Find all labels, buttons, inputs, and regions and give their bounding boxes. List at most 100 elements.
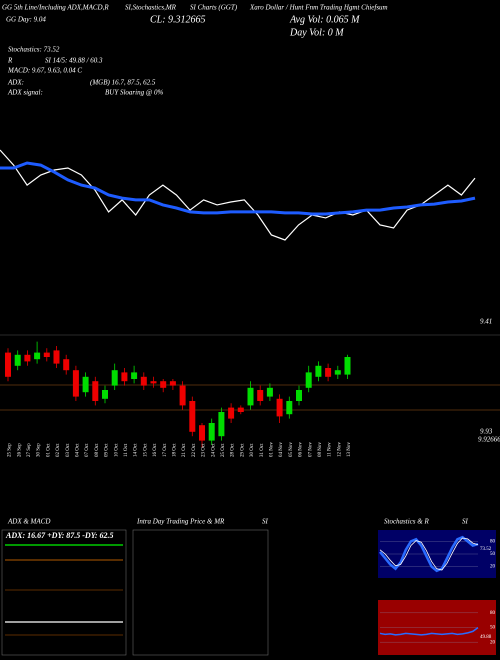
x-tick-label: 26 Sep [17,443,22,457]
x-tick-label: 29 Oct [240,443,245,457]
candle-body [237,407,244,412]
x-tick-label: 11 Oct [124,443,129,457]
header-text: R [7,57,13,65]
header-text: SI,Stochastics,MR [125,4,177,12]
panel-text: 49.88 [480,635,492,640]
candle-body [247,387,254,406]
x-tick-label: 08 Oct [95,443,100,457]
header-text: Xaro Dollar / Hunt Fnm Trading Hgmt Chie… [249,4,388,12]
x-tick-label: 12 Nov [337,442,342,457]
header-text: Stochastics: 73.52 [8,46,60,54]
x-tick-label: 27 Sep [27,443,32,457]
candle-body [179,385,186,406]
x-tick-label: 25 Sep [8,443,13,457]
x-tick-label: 23 Oct [202,443,207,457]
x-tick-label: 01 Oct [46,443,51,457]
candle-body [24,354,31,362]
x-tick-label: 02 Oct [56,443,61,457]
candle-body [189,401,196,432]
x-tick-label: 10 Oct [114,443,119,457]
x-tick-label: 14 Oct [134,443,139,457]
x-tick-label: 17 Oct [163,443,168,457]
x-tick-label: 22 Oct [192,443,197,457]
header-text: ADX signal: [7,89,43,97]
header-text: SI 14/5: 49.88 / 60.3 [45,57,103,65]
x-tick-label: 11 Nov [328,442,333,457]
x-tick-label: 25 Oct [221,443,226,457]
header-text: 9.41 [480,318,492,326]
candle-body [305,372,312,388]
header-text: 9.93 [480,428,493,436]
candle-body [63,359,70,371]
candle-body [43,352,50,357]
candle-body [199,425,205,441]
line-series [379,535,479,573]
x-tick-label: 13 Nov [347,442,352,457]
x-tick-label: 04 Nov [279,442,284,457]
x-tick-label: 24 Oct [211,443,216,457]
header-text: GG 5th Line/Including ADX,MACD,R [2,4,109,12]
x-tick-label: 09 Oct [105,443,110,457]
candle-body [140,376,147,386]
x-tick-label: 08 Nov [318,442,323,457]
candle-body [315,365,322,377]
x-tick-label: 21 Oct [182,443,187,457]
line-series [379,626,479,636]
line-series [0,161,476,216]
candle-body [82,376,89,393]
x-tick-label: 07 Oct [85,443,90,457]
x-tick-label: 06 Nov [299,442,304,457]
candle-body [53,350,60,364]
panel-text: Stochastics & R [384,518,429,526]
candle-body [160,381,167,388]
y-tick-label: 50 [490,626,496,631]
panel-text: ADX & MACD [7,518,50,526]
candle-body [286,401,293,415]
x-tick-label: 18 Oct [173,443,178,457]
candle-body [131,372,138,379]
x-tick-label: 01 Nov [270,442,275,457]
panel-text: 73.52 [480,547,492,552]
x-tick-label: 15 Oct [143,443,148,457]
candle-body [218,412,225,437]
candle-body [228,407,235,419]
candle-body [150,381,157,384]
header-text: (MGB) 16.7, 87.5, 62.5 [90,79,156,87]
candle-body [169,381,176,386]
candle-body [102,390,108,399]
header-text: BUY Sloaring @ 0% [105,89,164,97]
candle-body [276,398,283,417]
x-tick-label: 30 Oct [250,443,255,457]
x-tick-label: 04 Oct [76,443,81,457]
candle-body [14,354,21,366]
candle-body [121,372,128,382]
header-text: Avg Vol: 0.065 M [289,14,360,25]
candle-body [92,381,99,401]
candle-body [296,390,302,401]
candle-body [325,368,332,377]
x-tick-label: 28 Oct [231,443,236,457]
y-tick-label: 20 [490,565,496,570]
line-series [0,149,476,241]
candle-body [5,352,11,377]
candle-body [111,370,118,386]
candle-body [266,387,273,397]
y-tick-label: 80 [490,540,496,545]
candle-body [34,352,41,360]
x-tick-label: 16 Oct [153,443,158,457]
x-tick-label: 07 Nov [308,442,313,457]
candle-body [257,390,264,401]
header-text: MACD: 9.67, 9.63, 0.04 C [7,67,82,75]
header-text: Day Vol: 0 M [289,27,344,38]
y-tick-label: 20 [490,640,496,645]
header-text: 9.92666 [478,436,500,444]
x-tick-label: 31 Oct [260,443,265,457]
candle-body [72,370,79,397]
header-text: SI Charts (GGT) [190,4,238,12]
header-text: GG Day: 9.04 [6,16,46,24]
x-tick-label: 05 Nov [289,442,294,457]
candle-body [208,423,215,441]
panel-text: SI [462,518,469,526]
y-tick-label: 80 [490,611,496,616]
